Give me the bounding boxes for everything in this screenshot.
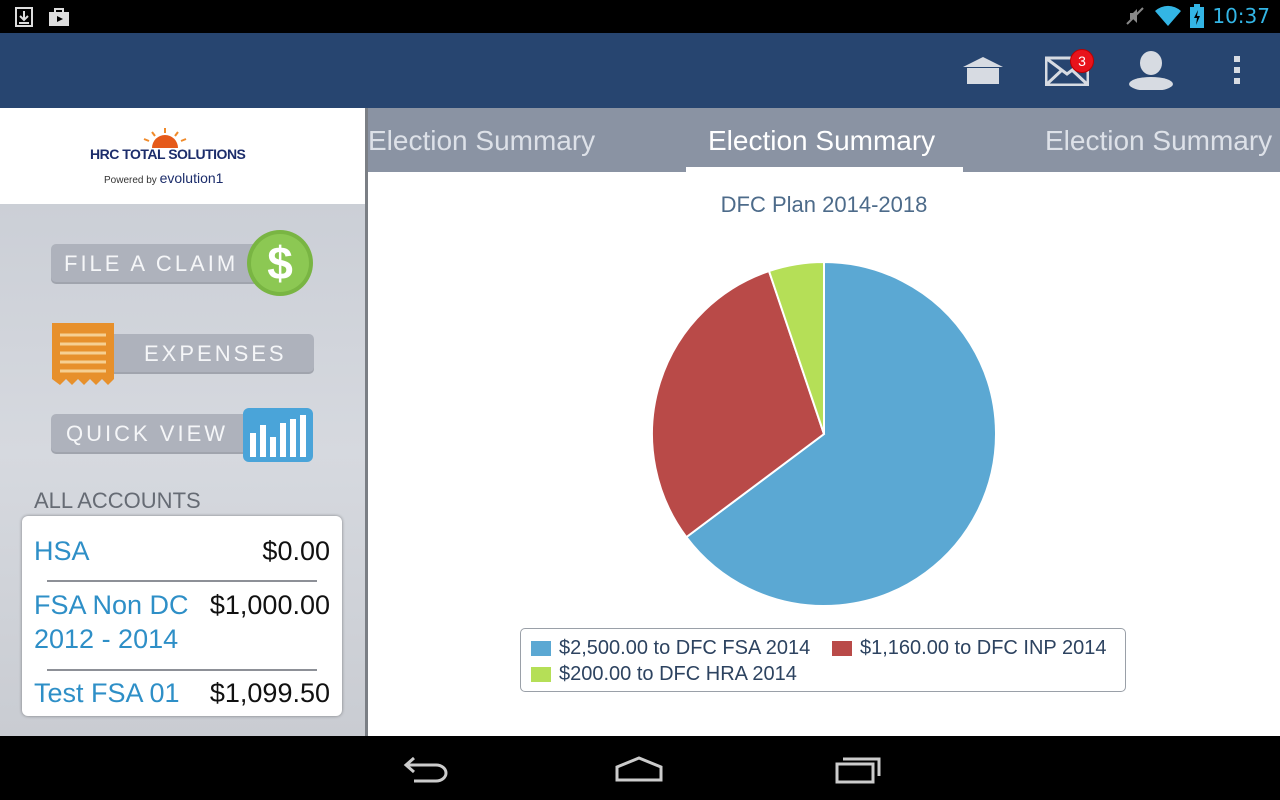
logo: HRC TOTAL SOLUTIONS Powered by evolution… [0,108,365,204]
recent-apps-button[interactable] [828,752,888,786]
account-name: Test FSA 01 [34,678,180,708]
account-name: HSA [34,536,90,566]
download-icon [15,7,33,27]
profile-icon [1129,51,1173,90]
legend-swatch [531,667,551,682]
account-amount: $0.00 [262,536,330,566]
back-button[interactable] [395,752,455,786]
tab-election-summary-prev[interactable]: Election Summary [368,125,596,156]
legend-label: $1,160.00 to DFC INP 2014 [860,637,1107,659]
home-nav-icon [615,756,663,782]
pie-slice-1[interactable] [651,269,826,539]
account-name: FSA Non DC [34,590,189,620]
chart-title: DFC Plan 2014-2018 [720,192,928,217]
account-row-hsa[interactable]: HSA $0.00 [34,534,330,568]
legend-label: $200.00 to DFC HRA 2014 [559,663,797,685]
mute-icon [1126,7,1145,25]
expenses-label: EXPENSES [144,341,287,366]
file-a-claim-label: FILE A CLAIM [64,251,239,276]
svg-text:$: $ [267,237,293,289]
tab-indicator [686,167,963,173]
tab-election-summary-active[interactable]: Election Summary [708,125,936,156]
pie-slice-0[interactable] [684,260,997,607]
status-bar: 10:37 [0,0,1280,33]
sun-logo-icon [143,128,187,148]
dollar-icon[interactable]: $ [246,226,314,300]
recent-apps-icon [835,757,881,784]
logo-powered-by: Powered by [104,175,157,186]
divider [47,580,317,582]
legend-swatch [531,641,551,656]
overflow-menu-button[interactable] [1212,47,1262,93]
overflow-menu-icon [1234,56,1240,84]
main-content: Election Summary Election Summary Electi… [368,108,1280,736]
tab-strip: Election Summary Election Summary Electi… [368,108,1280,173]
action-bar: 3 [0,33,1280,108]
accounts-list[interactable]: HSA $0.00 FSA Non DC 2012 - 2014 $1,000.… [22,516,342,716]
mail-icon [1045,56,1089,86]
tab-election-summary-next[interactable]: Election Summary [1045,125,1273,156]
chart-legend: $2,500.00 to DFC FSA 2014 $1,160.00 to D… [520,628,1126,692]
sidebar: HRC TOTAL SOLUTIONS Powered by evolution… [0,108,365,736]
battery-charging-icon [1190,4,1205,28]
mail-button[interactable]: 3 [1042,47,1094,93]
legend-item-fsa: $2,500.00 to DFC FSA 2014 [531,637,810,660]
divider [47,669,317,671]
expenses-button[interactable]: EXPENSES [98,334,314,374]
store-icon [49,8,69,26]
legend-swatch [832,641,852,656]
account-amount: $1,000.00 [209,590,330,620]
home-button[interactable] [958,47,1008,93]
back-icon [403,756,448,783]
clock: 10:37 [1212,4,1270,28]
account-amount: $1,099.50 [209,678,330,708]
account-name-line2: 2012 - 2014 [34,624,179,654]
logo-title: HRC TOTAL SOLUTIONS [90,146,246,162]
logo-subtitle: Powered by evolution1 [104,170,223,186]
receipt-icon[interactable] [50,321,116,387]
wifi-icon [1155,5,1182,26]
account-row-fsa-non-dc[interactable]: FSA Non DC 2012 - 2014 $1,000.00 [34,588,330,656]
legend-label: $2,500.00 to DFC FSA 2014 [559,637,811,659]
pie-chart [651,260,997,607]
mail-badge: 3 [1070,49,1094,73]
quick-view-button[interactable]: QUICK VIEW [51,414,261,454]
quick-view-label: QUICK VIEW [66,421,229,446]
pie-slice-2[interactable] [767,260,825,435]
home-nav-button[interactable] [609,752,669,786]
account-row-test-fsa-01[interactable]: Test FSA 01 $1,099.50 [34,676,330,710]
profile-button[interactable] [1126,47,1176,93]
file-a-claim-button[interactable]: FILE A CLAIM [51,244,281,284]
legend-item-inp: $1,160.00 to DFC INP 2014 [832,637,1106,660]
all-accounts-heading: ALL ACCOUNTS [34,488,201,513]
sidebar-divider [365,108,368,736]
logo-brand: evolution1 [159,170,224,186]
home-icon [963,57,1003,84]
legend-item-hra: $200.00 to DFC HRA 2014 [531,663,797,686]
nav-bar [0,736,1280,800]
bar-chart-icon[interactable] [242,407,314,463]
